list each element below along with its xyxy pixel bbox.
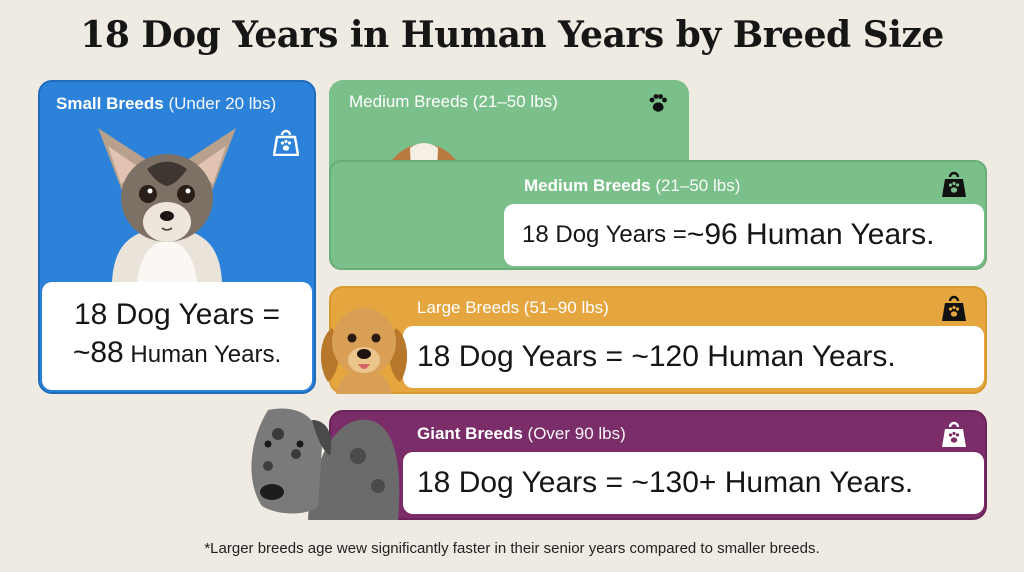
chihuahua-image xyxy=(98,128,236,282)
large-breeds-label: Large Breeds (51–90 lbs) xyxy=(417,298,609,317)
weight-paw-icon xyxy=(942,421,966,447)
weight-paw-icon xyxy=(273,129,299,156)
large-breeds-result: 18 Dog Years = ~120 Human Years. xyxy=(403,326,984,388)
medium-breeds-top-label: Medium Breeds (21–50 lbs) xyxy=(349,92,558,111)
great-dane-image xyxy=(251,408,400,520)
medium-breeds-result: 18 Dog Years = ~96 Human Years. xyxy=(504,204,984,266)
small-breeds-card: Small Breeds (Under 20 lbs) 18 Dog Years… xyxy=(38,80,316,394)
small-breeds-result: 18 Dog Years = ~88 Human Years. xyxy=(42,282,312,390)
footnote: *Larger breeds age wew significantly fas… xyxy=(204,540,820,557)
giant-breeds-result: 18 Dog Years = ~130+ Human Years. xyxy=(403,452,984,514)
medium-breeds-label: Medium Breeds (21–50 lbs) xyxy=(524,176,741,195)
page-title: 18 Dog Years in Human Years by Breed Siz… xyxy=(80,14,944,56)
medium-breeds-card: Medium Breeds (21–50 lbs) 18 Dog Years =… xyxy=(329,160,987,270)
weight-paw-icon xyxy=(942,171,966,197)
golden-retriever-image xyxy=(320,308,408,394)
small-result-line1: 18 Dog Years = xyxy=(73,297,280,331)
small-breeds-label: Small Breeds (Under 20 lbs) xyxy=(56,94,277,113)
paw-icon xyxy=(649,94,667,112)
large-breeds-card: Large Breeds (51–90 lbs) 18 Dog Years = … xyxy=(329,286,987,394)
small-result-line2: ~88 Human Years. xyxy=(72,335,282,369)
weight-paw-icon xyxy=(942,295,966,321)
giant-breeds-card: Giant Breeds (Over 90 lbs) 18 Dog Years … xyxy=(329,410,987,520)
giant-breeds-label: Giant Breeds (Over 90 lbs) xyxy=(417,424,626,443)
